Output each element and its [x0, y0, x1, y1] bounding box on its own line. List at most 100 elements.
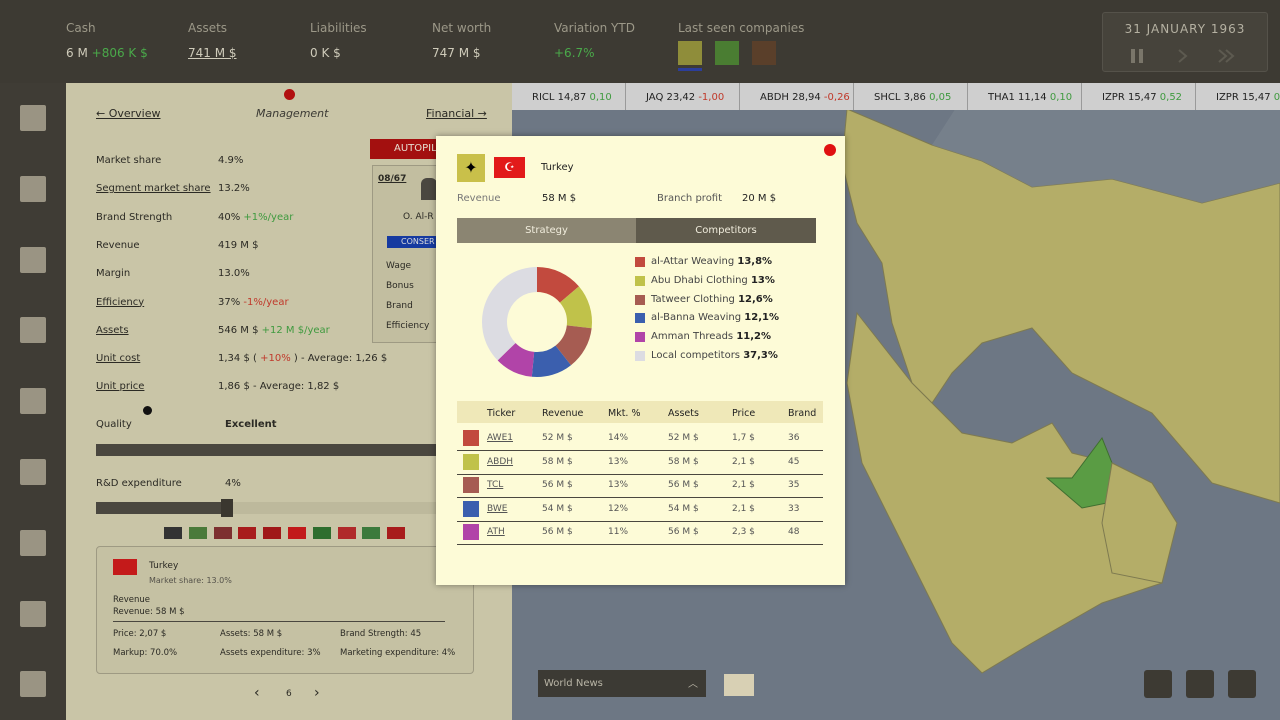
- prev[interactable]: ‹: [254, 685, 260, 701]
- label: Quality: [96, 419, 132, 430]
- row-rule: [457, 473, 823, 475]
- icon-button[interactable]: [1144, 670, 1172, 698]
- ticker-name: THA1 11,14: [988, 92, 1047, 103]
- ticker-link[interactable]: ATH: [487, 527, 505, 537]
- ticker-link[interactable]: TCL: [487, 480, 504, 490]
- nav-icon[interactable]: [20, 317, 46, 344]
- ticker-link[interactable]: ABDH: [487, 456, 514, 467]
- dot: [284, 89, 295, 100]
- company-icon[interactable]: [678, 41, 702, 65]
- stat-label[interactable]: Segment market share: [96, 183, 211, 195]
- nav-icon[interactable]: [20, 529, 46, 556]
- stat-value: 1,34 $ ( +10% ) - Average: 1,26 $: [218, 353, 387, 364]
- value[interactable]: 741 M $: [188, 46, 237, 60]
- nav-icon[interactable]: [20, 105, 46, 131]
- ticker-name: SHCL 3,86: [874, 92, 926, 103]
- row-rule: [457, 520, 823, 522]
- rule: [113, 621, 445, 622]
- stat-value: 419 M $: [218, 240, 258, 251]
- extra: +10%: [260, 353, 291, 365]
- label: Revenue: [457, 193, 501, 204]
- stat-label[interactable]: Unit cost: [96, 353, 141, 365]
- country-card: Turkey Market share: 13.0% Revenue Revenue:…: [96, 546, 474, 674]
- mail-icon[interactable]: [724, 674, 754, 696]
- company-icon[interactable]: [715, 41, 739, 65]
- value: Excellent: [225, 419, 277, 430]
- tab[interactable]: Competitors: [636, 218, 816, 243]
- flag[interactable]: [288, 527, 306, 539]
- ticker-change: -1,00: [698, 92, 725, 103]
- ticker-name: ABDH 28,94: [760, 92, 821, 103]
- nav-icon[interactable]: [20, 246, 46, 273]
- table-cell: 58 M $: [668, 456, 699, 467]
- legend-value: 12,6%: [738, 293, 773, 305]
- nav-icon[interactable]: [20, 459, 46, 485]
- ticker-name: JAQ 23,42: [646, 92, 696, 103]
- flag[interactable]: [188, 527, 207, 539]
- next[interactable]: ›: [314, 685, 320, 701]
- company-logo: ✦: [457, 154, 485, 182]
- cash: 6 M: [66, 46, 88, 60]
- ticker-link[interactable]: AWE1: [487, 433, 513, 443]
- nav-icon[interactable]: [20, 175, 46, 202]
- ticker-item: ABDH 28,94 -0,26: [740, 83, 854, 110]
- flag[interactable]: [312, 527, 331, 539]
- extra: ) - Average: 1,26 $: [293, 353, 388, 365]
- country: Turkey: [149, 561, 179, 571]
- table-cell: 54 M $: [542, 503, 573, 514]
- table-cell: 56 M $: [542, 480, 573, 490]
- table-header-cell: Price: [732, 408, 756, 419]
- stat-value: 13.2%: [218, 183, 250, 194]
- label: Last seen companies: [678, 21, 805, 35]
- legend-value: 37,3%: [743, 350, 778, 361]
- autopilot-button[interactable]: AUTOPIL: [370, 139, 450, 159]
- legend-item: Amman Threads 11,2%: [651, 331, 771, 342]
- flag[interactable]: [387, 527, 406, 539]
- nav-icon[interactable]: [20, 600, 46, 627]
- company-icon[interactable]: [752, 41, 776, 65]
- extra: +1%/year: [243, 211, 294, 223]
- stat-label[interactable]: Efficiency: [96, 296, 145, 308]
- nav-link[interactable]: Financial →: [426, 107, 487, 120]
- nav-link[interactable]: ← Overview: [96, 107, 161, 120]
- close-button[interactable]: [824, 144, 836, 156]
- stat-label[interactable]: Assets: [96, 324, 129, 336]
- table-cell: 13%: [608, 480, 629, 490]
- flag[interactable]: [238, 527, 257, 539]
- donut-segment: [559, 286, 592, 329]
- flag[interactable]: [164, 527, 182, 539]
- table-header-cell: Revenue: [542, 408, 584, 419]
- value: 1,86 $: [218, 381, 250, 393]
- stat-label[interactable]: Unit price: [96, 381, 145, 393]
- ticker-change: 0,05: [929, 92, 952, 103]
- flag[interactable]: [362, 527, 381, 539]
- table-header-cell: Ticker: [487, 408, 516, 419]
- icon-button[interactable]: [1228, 670, 1256, 698]
- card-stat: Brand Strength: 45: [340, 629, 422, 639]
- nav-icon[interactable]: [20, 671, 46, 698]
- table-cell: 52 M $: [542, 433, 573, 443]
- card-stat: Price: 2,07 $: [113, 629, 167, 639]
- icon-button[interactable]: [1186, 670, 1214, 698]
- flag[interactable]: [337, 527, 356, 539]
- rd-handle[interactable]: [221, 499, 233, 517]
- tab[interactable]: Strategy: [457, 218, 636, 243]
- ticker-link[interactable]: BWE: [487, 503, 508, 514]
- time-controls[interactable]: [1129, 47, 1249, 65]
- table-cell: 13%: [608, 456, 629, 467]
- nav-icon[interactable]: [20, 388, 46, 415]
- value: 1,34 $: [218, 353, 250, 365]
- selected: [678, 68, 702, 71]
- flag[interactable]: [213, 527, 232, 539]
- table-cell: 2,1 $: [732, 503, 755, 514]
- arrow: ︿: [688, 679, 698, 690]
- ticker: RICL 14,87 0,10 JAQ 23,42 -1,00 ABDH 28,94…: [512, 83, 1280, 110]
- side-bar: [0, 83, 66, 720]
- ticker-name: IZPR 15,47: [1102, 92, 1157, 103]
- table-cell: 45: [788, 456, 800, 467]
- legend-swatch: [635, 294, 645, 305]
- news-bar[interactable]: World News ︿: [538, 670, 706, 697]
- value: +6.7%: [554, 46, 595, 60]
- flag[interactable]: [263, 527, 282, 539]
